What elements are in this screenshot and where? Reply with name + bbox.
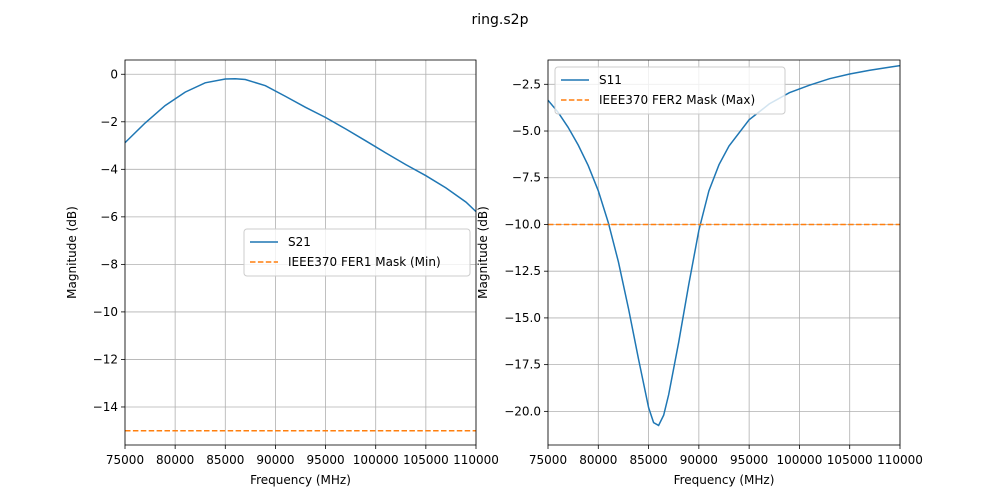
- s11-x-tick-label: 100000: [777, 453, 823, 467]
- s21-y-tick-label: −2: [100, 115, 118, 129]
- s21-legend-label-1: IEEE370 FER1 Mask (Min): [288, 255, 441, 269]
- s11-y-tick-label: −20.0: [504, 404, 541, 418]
- s21-x-axis-label: Frequency (MHz): [250, 473, 351, 487]
- s21-x-tick-label: 100000: [353, 453, 399, 467]
- s21-x-tick-label: 105000: [403, 453, 449, 467]
- s11-x-tick-label: 80000: [579, 453, 617, 467]
- s11-x-tick-label: 75000: [529, 453, 567, 467]
- s11-series-line-0: [548, 64, 900, 427]
- s21-y-tick-label: −10: [93, 305, 118, 319]
- s11-chart-panel: 75000 80000 85000 90000 95000 100000 105000 110…: [476, 59, 923, 487]
- s11-legend: S11 IEEE370 FER2 Mask (Max): [554, 66, 786, 115]
- s11-x-axis-label: Frequency (MHz): [674, 473, 775, 487]
- s21-y-tick-label: 0: [110, 67, 118, 81]
- s11-y-tick-label: −7.5: [512, 171, 541, 185]
- s11-x-tick-label: 95000: [730, 453, 768, 467]
- s11-x-tick-label: 105000: [827, 453, 873, 467]
- s21-y-tick-label: −6: [100, 210, 118, 224]
- s21-chart-panel: 75000 80000 85000 90000 95000 100000 105000 110…: [65, 59, 499, 487]
- s11-x-tick-label: 90000: [680, 453, 718, 467]
- s11-legend-label-0: S11: [599, 73, 622, 87]
- s11-legend-label-1: IEEE370 FER2 Mask (Max): [599, 93, 755, 107]
- s21-axes-frame: [124, 59, 477, 446]
- s11-y-tick-label: −17.5: [504, 358, 541, 372]
- s11-legend-frame: [554, 66, 786, 115]
- s21-x-tick-label: 85000: [206, 453, 244, 467]
- s21-series-line-0: [125, 78, 476, 213]
- s11-y-tick-label: −2.5: [512, 77, 541, 91]
- s21-legend-label-0: S21: [288, 235, 311, 249]
- s11-axes-frame: [547, 59, 901, 446]
- s21-y-axis-label: Magnitude (dB): [65, 206, 79, 299]
- s21-x-tick-label: 80000: [156, 453, 194, 467]
- s21-x-tick-label: 75000: [106, 453, 144, 467]
- s21-y-tick-label: −4: [100, 162, 118, 176]
- s21-legend: S21 IEEE370 FER1 Mask (Min): [243, 228, 471, 277]
- s11-y-tick-label: −10.0: [504, 217, 541, 231]
- s21-y-tick-label: −8: [100, 257, 118, 271]
- s21-x-tick-label: 90000: [256, 453, 294, 467]
- s11-y-tick-label: −15.0: [504, 311, 541, 325]
- figure-title: ring.s2p: [472, 12, 529, 28]
- s11-x-tick-label: 110000: [877, 453, 923, 467]
- s21-legend-frame: [243, 228, 471, 277]
- s21-y-tick-label: −14: [93, 400, 118, 414]
- s21-x-tick-label: 95000: [306, 453, 344, 467]
- s11-x-tick-label: 85000: [629, 453, 667, 467]
- s21-x-tick-label: 110000: [453, 453, 499, 467]
- s11-y-tick-label: −12.5: [504, 264, 541, 278]
- s21-y-tick-label: −12: [93, 352, 118, 366]
- s11-y-tick-label: −5.0: [512, 124, 541, 138]
- s11-y-axis-label: Magnitude (dB): [476, 206, 490, 299]
